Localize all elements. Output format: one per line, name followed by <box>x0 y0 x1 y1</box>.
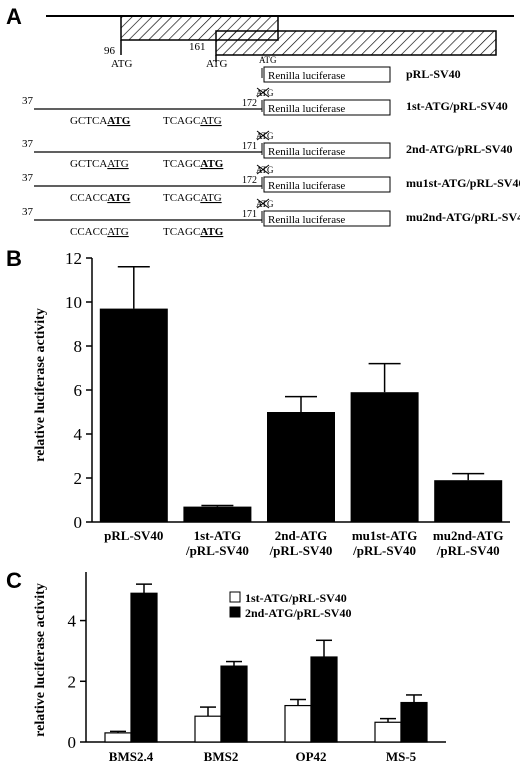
panel-c-bars <box>104 583 428 743</box>
renilla-box-0 <box>263 66 391 83</box>
svg-text:TCAGCATG: TCAGCATG <box>163 158 224 170</box>
panel-b-ytick-label: 12 <box>65 249 82 268</box>
panel-b-bar <box>267 412 335 522</box>
svg-text:171: 171 <box>242 141 257 152</box>
panel-b-bar <box>350 392 419 522</box>
panel-c-bar <box>374 721 402 743</box>
panel-b-ytick-label: 6 <box>74 381 83 400</box>
svg-text:172: 172 <box>242 175 257 186</box>
panel-c-bar <box>284 704 312 743</box>
panel-c-ytick-label: 0 <box>68 733 77 752</box>
site-2-seq: TCAGCATG <box>163 115 222 127</box>
panel-b: B relative luciferase activity 0 2 4 6 8 10 12… <box>6 246 510 558</box>
panel-c-ylabel: relative luciferase activity <box>33 583 48 737</box>
svg-text:172: 172 <box>242 98 257 109</box>
panel-b-ytick-label: 10 <box>65 293 82 312</box>
panel-c-bar <box>310 656 338 743</box>
svg-text:GCTCAATG: GCTCAATG <box>70 158 129 170</box>
panel-c-ytick-label: 4 <box>68 612 77 631</box>
panel-b-y-ticks: 0 2 4 6 8 10 12 <box>65 249 92 532</box>
panel-c-bar <box>400 701 428 743</box>
svg-text:Renilla luciferase: Renilla luciferase <box>268 146 345 158</box>
legend-swatch-2 <box>229 606 241 618</box>
panel-c-bar <box>220 665 248 743</box>
panel-b-label: B <box>6 246 22 271</box>
panel-b-ytick-label: 2 <box>74 469 83 488</box>
panel-c-xtick-label: OP42 <box>295 749 326 764</box>
panel-c-xtick-label: BMS2 <box>204 749 239 764</box>
panel-c: C relative luciferase activity 0 2 4 BMS2.… <box>6 568 446 764</box>
svg-text:ATG: ATG <box>256 88 274 98</box>
svg-text:CCACCATG: CCACCATG <box>70 226 129 238</box>
panel-c-bar <box>104 732 132 743</box>
luc-atg-label: ATG <box>259 55 277 65</box>
svg-text:Renilla luciferase: Renilla luciferase <box>268 180 345 192</box>
pos-161: 161 <box>189 41 206 53</box>
svg-text:37: 37 <box>22 138 34 150</box>
svg-text:TCAGCATG: TCAGCATG <box>163 226 224 238</box>
svg-text:171: 171 <box>242 209 257 220</box>
svg-text:TCAGCATG: TCAGCATG <box>163 192 222 204</box>
panel-b-bar <box>434 480 503 522</box>
panel-b-xtick-label: /pRL-SV40 <box>185 543 249 558</box>
panel-b-xtick-label: 2nd-ATG <box>275 528 328 543</box>
panel-b-ytick-label: 4 <box>74 425 83 444</box>
svg-text:CCACCATG: CCACCATG <box>70 192 131 204</box>
panel-c-bar <box>194 715 222 743</box>
construct-row-4: 37 171 ATG Renilla luciferase mu2nd-ATG/… <box>22 198 520 238</box>
panel-b-xtick-label: 1st-ATG <box>194 528 241 543</box>
panel-b-bar <box>99 308 168 522</box>
atg-2-label: ATG <box>206 58 227 70</box>
legend-swatch-1 <box>229 591 241 603</box>
panel-c-y-ticks: 0 2 4 <box>68 612 86 752</box>
svg-text:37: 37 <box>22 206 34 218</box>
svg-text:ATG: ATG <box>256 199 274 209</box>
panel-b-ylabel: relative luciferase activity <box>33 308 48 462</box>
construct-name-2: 2nd-ATG/pRL-SV40 <box>406 142 512 156</box>
svg-text:Renilla luciferase: Renilla luciferase <box>268 214 345 226</box>
panel-b-xtick-label: /pRL-SV40 <box>269 543 333 558</box>
panel-b-xtick-label: pRL-SV40 <box>104 528 163 543</box>
panel-b-xtick-label: mu1st-ATG <box>352 528 417 543</box>
panel-b-xtick-label: /pRL-SV40 <box>436 543 500 558</box>
construct-row-3: 37 172 ATG Renilla luciferase mu1st-ATG/… <box>22 164 520 204</box>
construct-name-3: mu1st-ATG/pRL-SV40 <box>406 176 520 190</box>
panel-b-bars <box>99 266 503 522</box>
panel-c-x-labels: BMS2.4 BMS2 OP42 MS-5 <box>109 749 417 764</box>
panel-b-xtick-label: mu2nd-ATG <box>433 528 504 543</box>
panel-b-x-labels: pRL-SV40 1st-ATG/pRL-SV402nd-ATG/pRL-SV40… <box>104 528 503 558</box>
panel-c-legend: 1st-ATG/pRL-SV40 2nd-ATG/pRL-SV40 <box>229 591 351 620</box>
construct-name-1: 1st-ATG/pRL-SV40 <box>406 99 508 113</box>
panel-c-xtick-label: MS-5 <box>386 749 417 764</box>
construct-name-4: mu2nd-ATG/pRL-SV40 <box>406 210 520 224</box>
svg-text:37: 37 <box>22 172 34 184</box>
panel-c-xtick-label: BMS2.4 <box>109 749 154 764</box>
pos-96: 96 <box>104 45 116 57</box>
panel-b-xtick-label: /pRL-SV40 <box>352 543 416 558</box>
site-1-seq: GCTCAATG <box>70 115 131 127</box>
construct-row-1: 37 172 ATG Renilla luciferase 1st-ATG/pR… <box>22 87 508 127</box>
svg-text:Renilla luciferase: Renilla luciferase <box>268 103 345 115</box>
renilla-label-0: Renilla luciferase <box>268 70 345 82</box>
panel-a: A 96 ATG 161 ATG ATG Renilla luciferase … <box>6 4 520 238</box>
panel-c-label: C <box>6 568 22 593</box>
svg-text:ATG: ATG <box>256 131 274 141</box>
svg-text:ATG: ATG <box>256 165 274 175</box>
atg-1-label: ATG <box>111 58 132 70</box>
panel-c-ytick-label: 2 <box>68 672 77 691</box>
panel-b-ytick-label: 8 <box>74 337 83 356</box>
orf-2-box <box>215 30 497 56</box>
panel-b-bar <box>183 506 252 522</box>
construct-row-2: 37 171 ATG Renilla luciferase 2nd-ATG/pR… <box>22 130 512 170</box>
legend-label-1: 1st-ATG/pRL-SV40 <box>245 591 347 605</box>
panel-b-ytick-label: 0 <box>74 513 83 532</box>
panel-c-bar <box>130 592 158 743</box>
panel-a-label: A <box>6 4 22 29</box>
legend-label-2: 2nd-ATG/pRL-SV40 <box>245 606 351 620</box>
construct-name-0: pRL-SV40 <box>406 67 461 81</box>
svg-text:37: 37 <box>22 95 34 107</box>
